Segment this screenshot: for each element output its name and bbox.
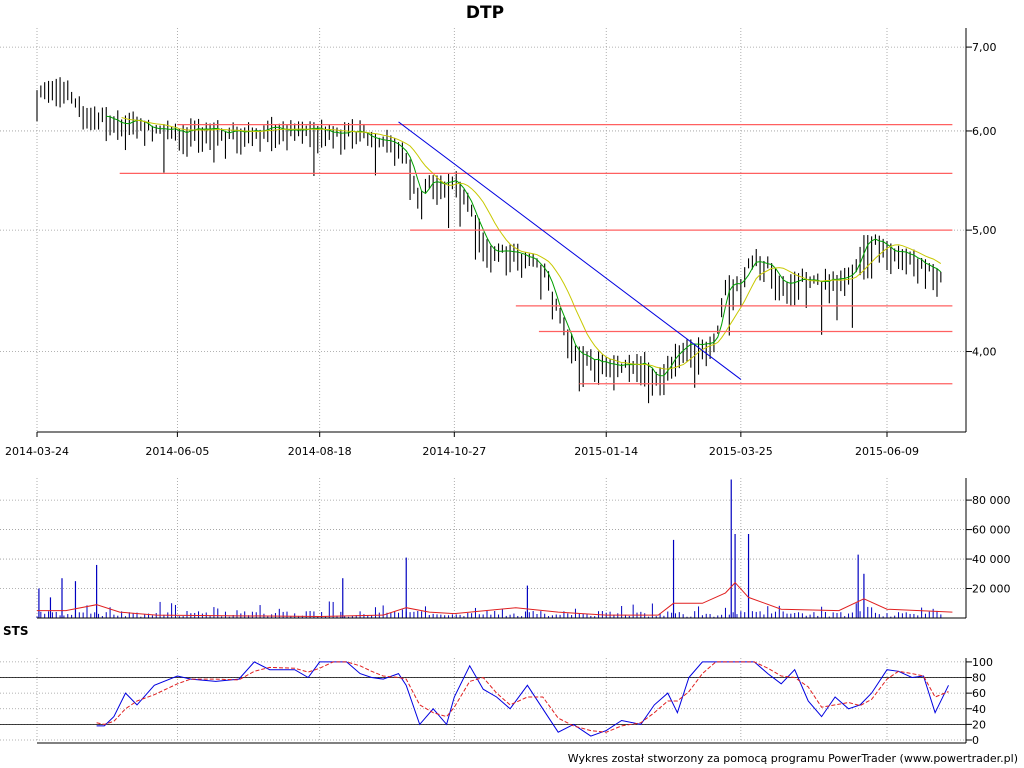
price-ma-long-line xyxy=(121,117,942,370)
osc-fast-line xyxy=(96,661,949,737)
osc-ytick-4: 20 xyxy=(972,718,986,731)
volume-ytick-0: 80 000 xyxy=(972,494,1011,507)
axes: 7,00 6,00 5,00 4,00 80 000 60 000 40 000 20 000… xyxy=(5,28,1011,747)
price-ytick-1: 6,00 xyxy=(972,125,997,138)
xtick-label-4: 2015-01-14 xyxy=(574,445,638,458)
xtick-label-6: 2015-06-09 xyxy=(855,445,919,458)
chart-title: DTP xyxy=(466,3,504,23)
oscillator-panel-label: STS xyxy=(3,624,28,638)
osc-slow-line xyxy=(96,661,949,733)
volume-ytick-1: 60 000 xyxy=(972,524,1011,537)
xtick-label-1: 2014-06-05 xyxy=(145,445,209,458)
price-ytick-2: 5,00 xyxy=(972,224,997,237)
footer-credit: Wykres został stworzony za pomocą progra… xyxy=(568,752,1018,765)
xtick-label-0: 2014-03-24 xyxy=(5,445,69,458)
osc-ytick-3: 40 xyxy=(972,703,986,716)
osc-ytick-5: 0 xyxy=(972,734,979,747)
price-panel xyxy=(36,77,953,404)
price-ytick-3: 4,00 xyxy=(972,346,997,359)
price-ma-short-line xyxy=(106,115,942,377)
price-ytick-0: 7,00 xyxy=(972,41,997,54)
xtick-label-3: 2014-10-27 xyxy=(422,445,486,458)
osc-ytick-2: 60 xyxy=(972,687,986,700)
xtick-label-5: 2015-03-25 xyxy=(709,445,773,458)
oscillator-panel xyxy=(0,661,966,737)
trend-line xyxy=(398,121,742,380)
osc-ytick-0: 100 xyxy=(972,656,993,669)
volume-ytick-3: 20 000 xyxy=(972,583,1011,596)
volume-panel xyxy=(36,479,953,618)
xtick-label-2: 2014-08-18 xyxy=(288,445,352,458)
volume-average-line xyxy=(37,581,953,618)
volume-ytick-2: 40 000 xyxy=(972,553,1011,566)
osc-ytick-1: 80 xyxy=(972,672,986,685)
